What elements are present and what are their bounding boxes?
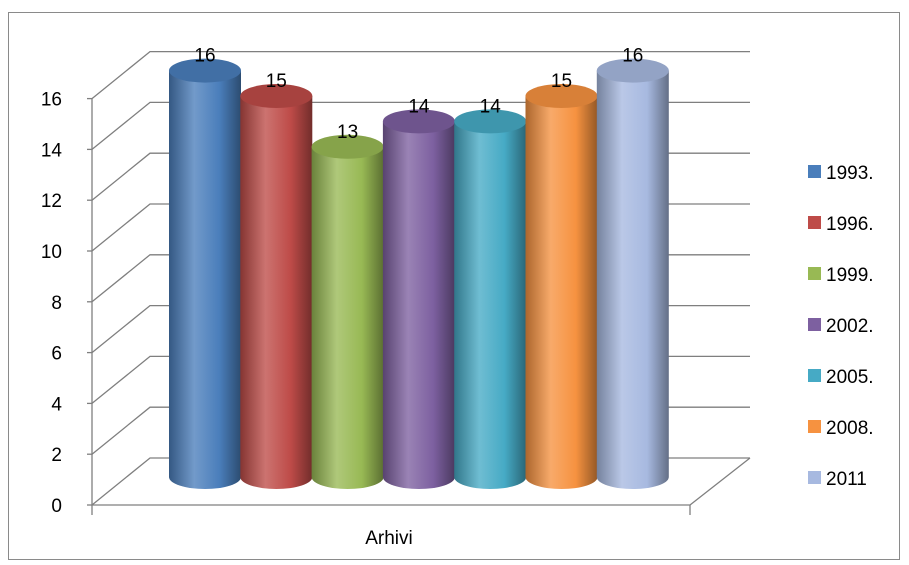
y-tick-label: 16 xyxy=(41,90,62,111)
bars xyxy=(169,58,669,490)
legend-swatch xyxy=(808,471,821,484)
legend-label: 2011 xyxy=(826,469,867,490)
legend: 1993. 1996. 1999. 2002. 2005. 2008. 2011 xyxy=(808,163,874,490)
x-category-label: Arhivi xyxy=(365,528,413,549)
bar-2005 xyxy=(454,109,527,490)
legend-swatch xyxy=(808,165,821,178)
legend-item: 2005. xyxy=(808,367,874,388)
data-label: 14 xyxy=(408,96,430,117)
data-label: 15 xyxy=(551,71,572,92)
bar-body xyxy=(311,146,384,490)
y-tick-label: 14 xyxy=(41,140,63,161)
bar-top xyxy=(382,109,455,134)
bar-1999 xyxy=(311,134,384,490)
bar-2008 xyxy=(525,84,598,489)
y-tick-label: 10 xyxy=(41,242,62,263)
y-tick-label: 0 xyxy=(51,496,62,517)
bar-top xyxy=(240,84,313,108)
bar-body xyxy=(596,70,669,489)
data-label: 13 xyxy=(337,122,358,143)
bar-top xyxy=(169,58,241,83)
bar-top xyxy=(596,58,669,83)
bar-body xyxy=(525,96,598,489)
legend-swatch xyxy=(808,267,821,280)
legend-item: 2002. xyxy=(808,316,874,337)
gridline xyxy=(91,50,750,100)
legend-label: 2008. xyxy=(826,418,874,439)
bar-top xyxy=(454,109,527,134)
bar-2011 xyxy=(596,58,669,489)
y-tick-label: 12 xyxy=(41,191,62,212)
legend-label: 2005. xyxy=(826,367,874,388)
legend-swatch xyxy=(808,369,821,382)
bar-1993 xyxy=(169,58,241,489)
legend-label: 1996. xyxy=(826,214,874,235)
legend-swatch xyxy=(808,318,821,331)
legend-swatch xyxy=(808,420,821,433)
legend-item: 1996. xyxy=(808,214,874,235)
chart-frame xyxy=(8,12,900,560)
bar-body xyxy=(382,121,455,490)
data-label: 16 xyxy=(194,46,215,67)
legend-label: 1999. xyxy=(826,265,874,286)
data-label: 16 xyxy=(622,46,643,67)
bar-1996 xyxy=(240,84,313,489)
data-label: 15 xyxy=(266,71,287,92)
y-tick-label: 4 xyxy=(51,394,62,415)
bar-top xyxy=(525,84,598,108)
y-axis-ticks: 0 2 4 6 8 10 12 14 16 xyxy=(41,90,63,517)
y-tick-label: 6 xyxy=(51,344,62,365)
bar-body xyxy=(169,70,241,489)
bar-body xyxy=(454,121,527,490)
y-tick-label: 2 xyxy=(51,445,62,466)
legend-item: 1999. xyxy=(808,265,874,286)
legend-item: 2011 xyxy=(808,469,867,490)
bar-2002 xyxy=(382,109,455,490)
y-tick-label: 8 xyxy=(51,293,62,314)
legend-label: 2002. xyxy=(826,316,874,337)
legend-swatch xyxy=(808,216,821,229)
bar-top xyxy=(311,134,384,159)
bar-body xyxy=(240,96,313,489)
data-labels: 16 15 13 14 14 15 16 xyxy=(194,46,643,143)
legend-item: 2008. xyxy=(808,418,874,439)
data-label: 14 xyxy=(480,96,502,117)
legend-item: 1993. xyxy=(808,163,874,184)
legend-label: 1993. xyxy=(826,163,874,184)
